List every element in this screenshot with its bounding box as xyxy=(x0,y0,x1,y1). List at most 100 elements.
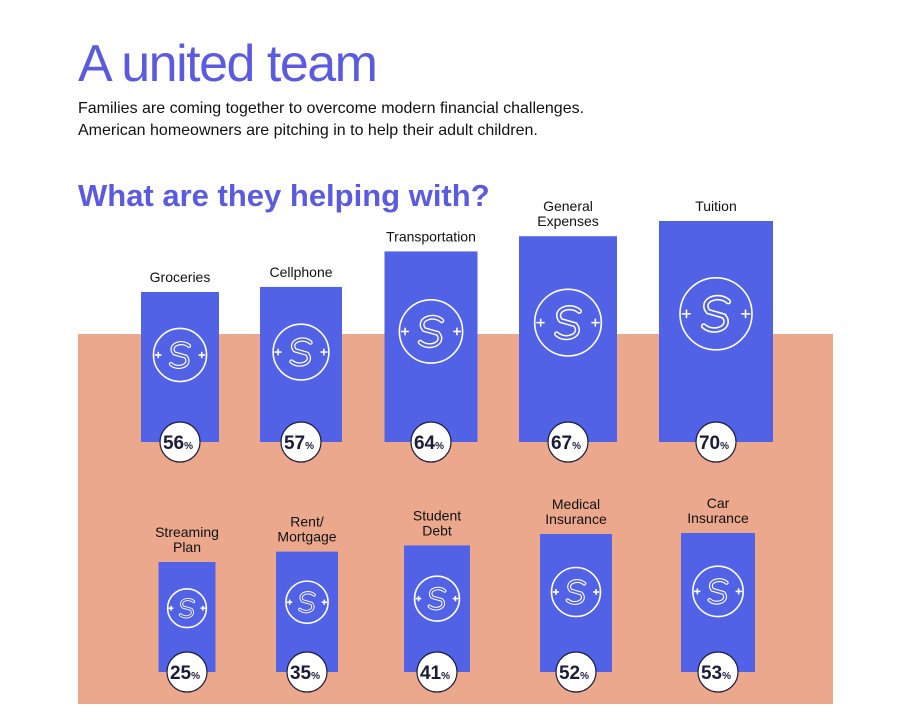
icon-ring xyxy=(692,565,744,618)
value-unit: % xyxy=(441,671,450,682)
category-label-line: Transportation xyxy=(386,228,476,244)
value-number: 35 xyxy=(290,663,312,684)
value-label: 67% xyxy=(551,433,581,454)
value-label: 57% xyxy=(284,433,314,454)
dollar-s-inner xyxy=(555,306,581,339)
value-label: 41% xyxy=(420,663,450,684)
category-label-line: Groceries xyxy=(150,269,211,285)
icon-ring xyxy=(398,299,464,364)
value-unit: % xyxy=(580,671,589,682)
category-label-line: Student xyxy=(413,507,461,523)
page-title: A united team xyxy=(78,35,378,93)
category-label-line: Car xyxy=(707,495,730,511)
category-label: Streaming Plan xyxy=(155,524,219,555)
category-label-line: Insurance xyxy=(545,511,607,527)
bar-group: Transportation 64% xyxy=(384,228,478,463)
value-badge xyxy=(416,651,458,693)
value-number: 64 xyxy=(414,433,436,454)
value-label: 52% xyxy=(559,663,589,684)
value-unit: % xyxy=(311,671,320,682)
bar-group: General Expenses 67% xyxy=(519,198,617,463)
intro-line-1: Families are coming together to overcome… xyxy=(78,100,585,117)
value-badge xyxy=(410,421,452,463)
bar-group: Student Debt 41% xyxy=(404,507,470,693)
value-label: 56% xyxy=(163,433,193,454)
icon-ring xyxy=(550,566,602,618)
bar-group: Tuition 70% xyxy=(659,198,773,463)
category-label: Rent/Mortgage xyxy=(277,514,336,545)
value-label: 53% xyxy=(701,663,731,684)
value-number: 52 xyxy=(559,663,580,684)
value-badge xyxy=(555,651,597,693)
value-unit: % xyxy=(720,441,729,452)
category-label: Tuition xyxy=(695,198,737,214)
value-label: 35% xyxy=(290,663,320,684)
dollar-s-inner xyxy=(702,296,730,332)
category-label-line: Insurance xyxy=(687,510,749,526)
value-number: 67 xyxy=(551,433,572,454)
value-badge xyxy=(280,421,322,463)
dollar-s-inner xyxy=(428,587,446,610)
value-unit: % xyxy=(191,671,200,682)
bar-group: Groceries 56% xyxy=(141,269,219,463)
category-label-line: Plan xyxy=(173,539,201,555)
bar-group: Rent/Mortgage 35% xyxy=(276,514,338,693)
dollar-s-inner xyxy=(708,579,728,604)
value-number: 41 xyxy=(420,663,442,684)
category-label-line: Mortgage xyxy=(277,529,336,545)
category-label-line: General xyxy=(543,198,593,214)
value-number: 56 xyxy=(163,433,184,454)
value-unit: % xyxy=(305,441,314,452)
category-label-line: Cellphone xyxy=(269,264,332,280)
category-label: Cellphone xyxy=(269,264,332,280)
category-label: Student Debt xyxy=(413,507,461,538)
icon-ring xyxy=(152,327,208,383)
dollar-s-inner xyxy=(179,598,195,618)
dollar-s-inner xyxy=(419,316,443,347)
dollar-s-inner xyxy=(299,592,315,613)
icon-ring xyxy=(166,588,208,629)
value-number: 57 xyxy=(284,433,305,454)
dollar-s-inner xyxy=(566,580,586,604)
value-number: 25 xyxy=(170,663,192,684)
icon-ring xyxy=(272,323,330,381)
value-label: 70% xyxy=(699,433,729,454)
value-badge xyxy=(286,651,328,693)
value-number: 53 xyxy=(701,663,722,684)
value-badge xyxy=(166,651,208,693)
category-label-line: Expenses xyxy=(537,213,598,229)
category-label: Transportation xyxy=(386,228,476,244)
bar-group: Cellphone 57% xyxy=(260,264,342,463)
value-badge xyxy=(159,421,201,463)
bar-group: Streaming Plan 25% xyxy=(155,524,219,693)
value-label: 64% xyxy=(414,433,444,454)
value-badge xyxy=(695,421,737,463)
value-label: 25% xyxy=(170,663,200,684)
dollar-s-inner xyxy=(290,338,312,366)
chart-title: What are they helping with? xyxy=(78,178,490,213)
category-label-line: Rent/ xyxy=(290,514,324,530)
category-label: General Expenses xyxy=(537,198,598,229)
icon-ring xyxy=(533,288,603,357)
value-unit: % xyxy=(184,441,193,452)
icon-ring xyxy=(679,277,753,351)
value-unit: % xyxy=(435,441,444,452)
category-label: Groceries xyxy=(150,269,211,285)
category-label-line: Streaming xyxy=(155,524,219,540)
bar-group: Car Insurance 53% xyxy=(681,495,755,693)
value-badge xyxy=(547,421,589,463)
intro-line-2: American homeowners are pitching in to h… xyxy=(78,122,538,139)
value-unit: % xyxy=(572,441,581,452)
category-label-line: Tuition xyxy=(695,198,737,214)
category-label-line: Debt xyxy=(422,522,452,538)
value-badge xyxy=(697,651,739,693)
dollar-s-inner xyxy=(170,342,190,368)
intro-text: Families are coming together to overcome… xyxy=(78,98,584,142)
icon-ring xyxy=(413,575,461,622)
category-label-line: Medical xyxy=(552,496,600,512)
value-unit: % xyxy=(722,671,731,682)
category-label: Medical Insurance xyxy=(545,496,607,527)
icon-ring xyxy=(285,580,329,625)
bar-group: Medical Insurance 52% xyxy=(540,496,612,693)
